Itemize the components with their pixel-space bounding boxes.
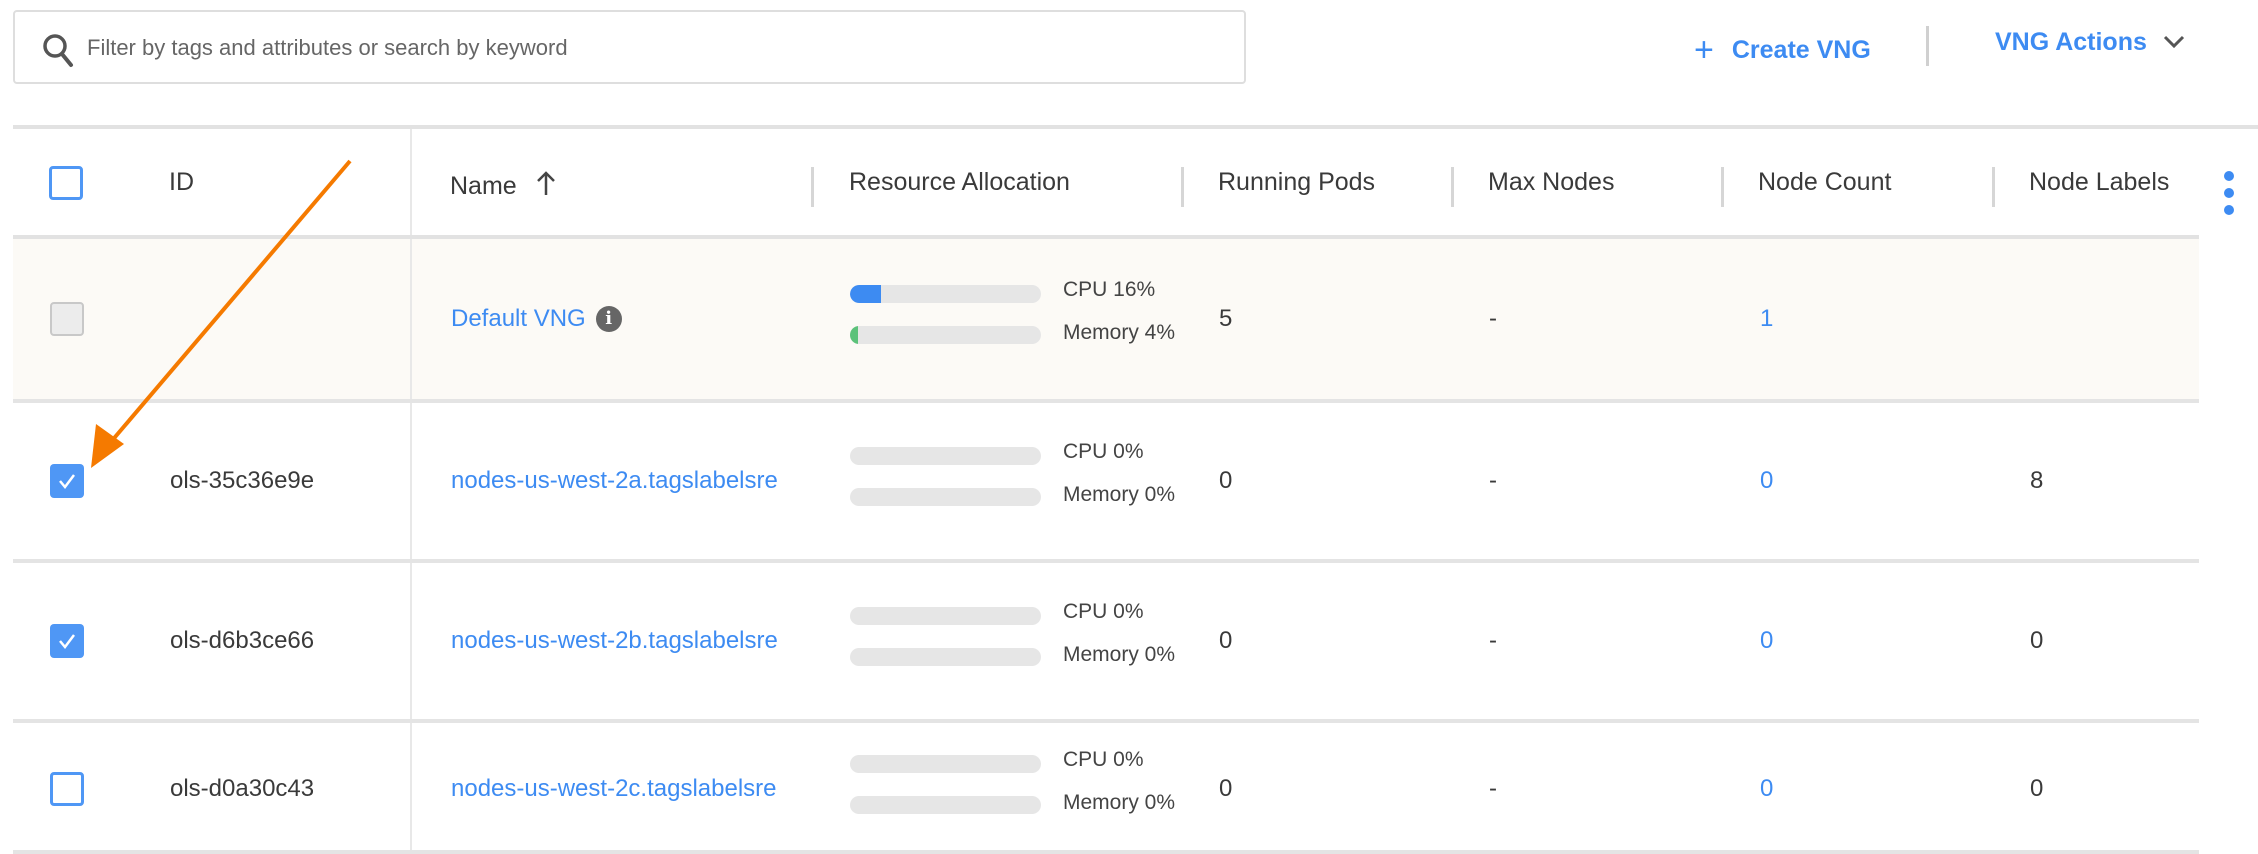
node-count-link[interactable]: 0 — [1760, 627, 1774, 654]
table-row[interactable] — [13, 403, 2199, 563]
node-count-link[interactable]: 0 — [1760, 467, 1774, 494]
column-divider — [410, 239, 412, 399]
create-vng-label: Create VNG — [1731, 36, 1871, 64]
row-checkbox[interactable] — [50, 624, 84, 658]
plus-icon: + — [1694, 31, 1714, 69]
cpu-bar — [850, 607, 1041, 625]
table-row[interactable] — [13, 563, 2199, 723]
column-divider — [410, 563, 412, 719]
column-divider — [1451, 167, 1454, 207]
row-name: nodes-us-west-2a.tagslabelsre — [451, 467, 778, 495]
node-labels: 8 — [2030, 467, 2044, 494]
column-divider — [410, 723, 412, 850]
row-id: ols-d6b3ce66 — [170, 627, 315, 654]
memory-label: Memory 4% — [1063, 321, 1176, 344]
column-settings-kebab-icon[interactable] — [2222, 170, 2236, 216]
row-name: nodes-us-west-2b.tagslabelsre — [451, 627, 778, 655]
column-divider — [410, 403, 412, 559]
cpu-bar — [850, 754, 1041, 773]
memory-bar — [850, 795, 1041, 814]
header-bottom-border — [13, 235, 2199, 239]
header-id[interactable]: ID — [169, 168, 194, 196]
row-checkbox — [50, 302, 84, 336]
table-row[interactable] — [13, 723, 2199, 854]
column-divider — [1992, 167, 1995, 207]
memory-bar — [850, 488, 1041, 506]
header-resource-allocation[interactable]: Resource Allocation — [849, 168, 1070, 196]
sort-ascending-icon — [536, 171, 555, 195]
cpu-bar-fill — [850, 285, 881, 303]
table-row[interactable] — [13, 239, 2199, 403]
toolbar-divider — [1926, 26, 1929, 66]
table-top-border — [13, 125, 2258, 129]
memory-bar — [850, 326, 1041, 344]
row-checkbox[interactable] — [50, 771, 84, 806]
node-count-link[interactable]: 1 — [1760, 305, 1774, 332]
cpu-bar — [850, 285, 1041, 303]
row-name-link[interactable]: nodes-us-west-2a.tagslabelsre — [451, 467, 778, 494]
row-name: Default VNG i — [451, 305, 622, 334]
checkmark-icon — [59, 634, 75, 650]
header-node-count[interactable]: Node Count — [1758, 168, 1892, 196]
search-icon — [43, 34, 73, 67]
max-nodes: - — [1489, 467, 1497, 494]
vng-actions-label: VNG Actions — [1995, 28, 2147, 56]
running-pods: 0 — [1219, 774, 1233, 802]
max-nodes: - — [1489, 627, 1497, 654]
header-name[interactable]: Name — [450, 168, 557, 201]
vng-actions-dropdown[interactable]: VNG Actions — [1995, 28, 2186, 57]
running-pods: 0 — [1219, 467, 1233, 494]
header-running-pods[interactable]: Running Pods — [1218, 168, 1376, 196]
column-divider — [1181, 167, 1184, 207]
node-labels: 0 — [2030, 627, 2044, 654]
row-id: ols-35c36e9e — [170, 467, 315, 494]
max-nodes: - — [1489, 305, 1497, 332]
row-checkbox[interactable] — [50, 464, 84, 498]
max-nodes: - — [1489, 774, 1497, 802]
cpu-label: CPU 16% — [1063, 278, 1156, 301]
header-node-labels[interactable]: Node Labels — [2029, 168, 2170, 196]
column-divider — [410, 129, 412, 239]
row-name-link[interactable]: nodes-us-west-2b.tagslabelsre — [451, 627, 778, 654]
memory-bar-fill — [850, 326, 858, 344]
running-pods: 0 — [1219, 627, 1233, 654]
row-name-link[interactable]: nodes-us-west-2c.tagslabelsre — [451, 774, 777, 802]
create-vng-button[interactable]: + Create VNG — [1694, 28, 1871, 69]
chevron-down-icon — [2163, 35, 2184, 49]
info-icon[interactable]: i — [595, 306, 622, 332]
header-name-label: Name — [450, 172, 517, 200]
cpu-label: CPU 0% — [1063, 600, 1144, 623]
node-labels: 0 — [2030, 774, 2044, 802]
select-all-checkbox[interactable] — [49, 166, 83, 200]
row-id: ols-d0a30c43 — [170, 774, 315, 802]
row-name: nodes-us-west-2c.tagslabelsre — [451, 775, 777, 803]
header-max-nodes[interactable]: Max Nodes — [1488, 168, 1615, 196]
cpu-label: CPU 0% — [1063, 440, 1144, 463]
checkmark-icon — [59, 474, 75, 490]
search-box[interactable] — [13, 10, 1246, 84]
cpu-bar — [850, 447, 1041, 465]
running-pods: 5 — [1219, 305, 1233, 332]
memory-label: Memory 0% — [1063, 643, 1176, 666]
search-input[interactable] — [85, 12, 1189, 84]
row-name-link[interactable]: Default VNG — [451, 305, 586, 332]
memory-label: Memory 0% — [1063, 483, 1176, 506]
cpu-label: CPU 0% — [1063, 747, 1144, 771]
memory-bar — [850, 648, 1041, 666]
node-count-link[interactable]: 0 — [1760, 774, 1774, 802]
column-divider — [1721, 167, 1724, 207]
memory-label: Memory 0% — [1063, 790, 1176, 814]
column-divider — [811, 167, 814, 207]
